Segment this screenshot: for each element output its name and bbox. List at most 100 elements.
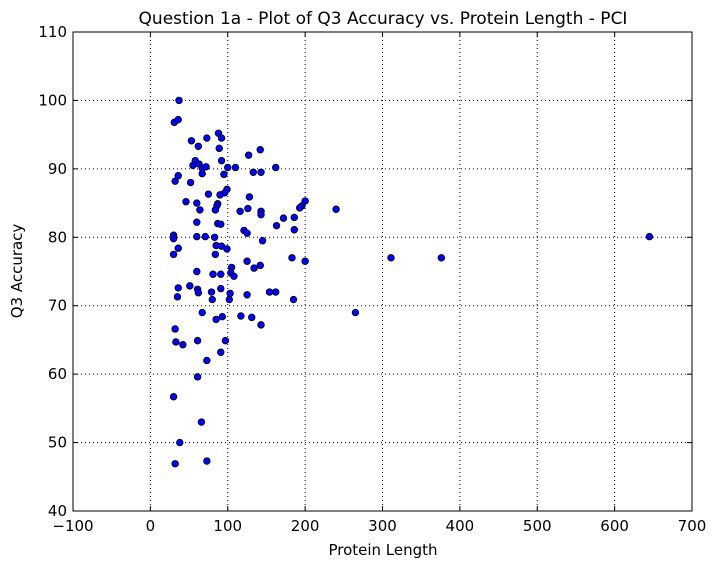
data-point [332, 205, 340, 213]
data-point [210, 233, 219, 241]
data-point [198, 169, 206, 178]
data-point [230, 272, 238, 280]
chart-title: Question 1a - Plot of Q3 Accuracy vs. Pr… [139, 9, 628, 29]
data-point [193, 336, 202, 345]
data-point [296, 204, 304, 212]
x-axis-label: Protein Length [328, 541, 437, 559]
data-point [220, 170, 228, 179]
data-point [169, 393, 178, 401]
data-point [186, 178, 195, 187]
data-point [211, 250, 220, 259]
data-point [193, 267, 201, 276]
data-point [223, 245, 231, 253]
data-point [171, 325, 179, 333]
data-point [194, 142, 203, 150]
data-point [196, 206, 204, 214]
y-tick-label: 90 [48, 160, 67, 178]
data-point [243, 291, 251, 299]
data-point [171, 177, 179, 185]
data-point [645, 232, 654, 241]
data-point [237, 312, 245, 320]
y-tick-label: 110 [38, 23, 67, 41]
data-point [169, 250, 178, 259]
data-point [243, 229, 251, 237]
data-point [265, 288, 274, 296]
data-point [249, 168, 257, 176]
x-tick-label: 0 [146, 517, 156, 535]
data-point [207, 288, 216, 296]
data-point [174, 171, 182, 180]
data-point [216, 191, 224, 199]
data-point [197, 418, 206, 426]
data-point [204, 190, 213, 198]
x-tick-label: 500 [523, 517, 552, 535]
data-point [175, 96, 183, 105]
data-point [226, 289, 234, 298]
plot-frame [72, 31, 693, 512]
data-point [437, 254, 446, 262]
x-tick-label: 400 [446, 517, 475, 535]
data-point [257, 168, 265, 176]
data-point [256, 261, 264, 270]
data-point [236, 207, 244, 215]
data-point [217, 220, 225, 228]
data-point [174, 244, 182, 252]
axis-ticks: −100 0 100 200 300 400 500 600 700 40 50 60 70 80 90 10… [38, 23, 706, 535]
data-point [290, 226, 298, 234]
data-point [217, 270, 225, 278]
y-tick-label: 40 [48, 502, 67, 520]
x-tick-label: 700 [678, 517, 707, 535]
data-point [174, 284, 182, 292]
data-point [176, 438, 184, 447]
data-point [174, 115, 182, 124]
x-tick-label: 600 [600, 517, 629, 535]
data-point [202, 163, 210, 171]
data-point [193, 218, 201, 226]
data-point [187, 137, 196, 145]
data-point [256, 145, 264, 154]
data-point [201, 232, 210, 241]
data-point [231, 163, 240, 172]
y-tick-label: 60 [48, 365, 67, 383]
data-point [169, 234, 178, 243]
data-point [203, 457, 211, 465]
data-point [248, 313, 256, 322]
data-points [169, 96, 654, 468]
x-tick-label: 300 [368, 517, 397, 535]
data-point [301, 257, 309, 265]
y-tick-label: 50 [48, 434, 67, 452]
data-point [290, 213, 298, 222]
data-point [272, 221, 281, 230]
data-point [193, 199, 201, 207]
data-point [218, 312, 227, 321]
data-point [173, 293, 182, 301]
x-tick-label: 100 [213, 517, 242, 535]
data-point [288, 254, 296, 262]
data-point [203, 356, 211, 365]
data-point [289, 295, 298, 304]
data-point [209, 270, 217, 278]
data-point [272, 163, 280, 172]
data-point [387, 254, 395, 262]
data-point [203, 134, 211, 142]
data-point [189, 161, 197, 170]
data-point [225, 295, 233, 304]
data-point [193, 373, 202, 381]
data-point [212, 315, 220, 324]
data-point [208, 295, 216, 304]
data-point [217, 284, 225, 293]
data-point [194, 289, 203, 297]
data-point [279, 214, 288, 222]
y-tick-label: 100 [38, 91, 67, 109]
data-point [257, 321, 265, 329]
data-point [244, 204, 252, 213]
data-point [244, 151, 253, 159]
y-axis-label: Q3 Accuracy [8, 224, 26, 319]
grid [72, 31, 693, 512]
data-point [243, 257, 251, 265]
data-point [351, 308, 360, 317]
data-point [172, 338, 180, 346]
data-point [272, 288, 280, 296]
data-point [217, 348, 225, 356]
